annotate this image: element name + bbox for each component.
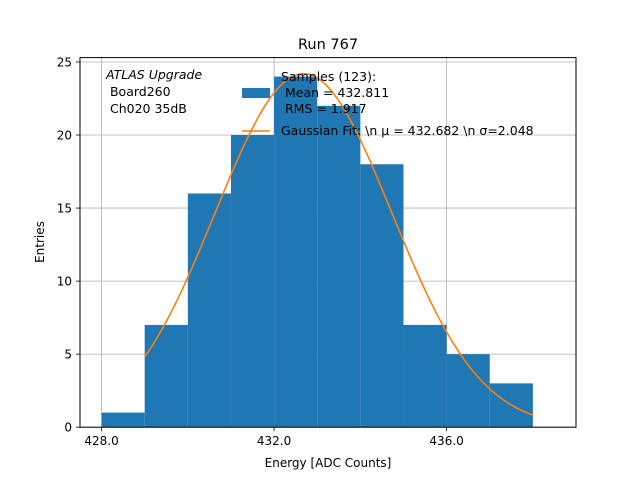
legend-hist-line-2: Mean = 432.811 [281,85,389,100]
y-tick-label: 20 [57,129,72,143]
chart-title: Run 767 [298,37,358,53]
histogram-bars [101,76,533,428]
histogram-bar [187,193,231,428]
legend-hist-line-1: Samples (123): [281,69,376,84]
x-tick-label: 436.0 [429,434,463,448]
histogram-bar [360,164,404,428]
y-tick-label: 0 [64,421,72,435]
legend-hist-swatch [242,88,270,98]
annotation-line-1: ATLAS Upgrade [105,67,202,82]
x-tick-label: 432.0 [257,434,291,448]
histogram-bar [274,76,318,428]
histogram-bar [317,105,361,428]
legend-fit-label: Gaussian Fit: \n μ = 432.682 \n σ=2.048 [281,123,534,138]
y-tick-label: 25 [57,55,72,69]
axis-ticks: 428.0 432.0 436.0 0 5 10 15 20 25 [57,55,464,448]
annotation-line-2: Board260 [106,84,171,99]
histogram-bar [446,354,490,428]
x-tick-label: 428.0 [84,434,118,448]
histogram-bar [403,324,447,428]
x-axis-label: Energy [ADC Counts] [265,456,392,470]
histogram-bar [101,412,145,428]
y-tick-label: 15 [57,202,72,216]
y-tick-label: 10 [57,275,72,289]
y-axis-label: Entries [33,221,47,263]
legend: Samples (123): Mean = 432.811 RMS = 1.91… [242,69,534,138]
info-annotation: ATLAS Upgrade Board260 Ch020 35dB [105,67,202,116]
fit-curve-layer [144,72,534,416]
legend-hist-line-3: RMS = 1.917 [281,101,367,116]
y-tick-label: 5 [64,348,72,362]
histogram-bar [230,135,275,428]
plot-frame [79,57,577,428]
gaussian-fit-curve [144,72,534,416]
annotation-line-3: Ch020 35dB [106,101,187,116]
histogram-bar [144,324,188,428]
